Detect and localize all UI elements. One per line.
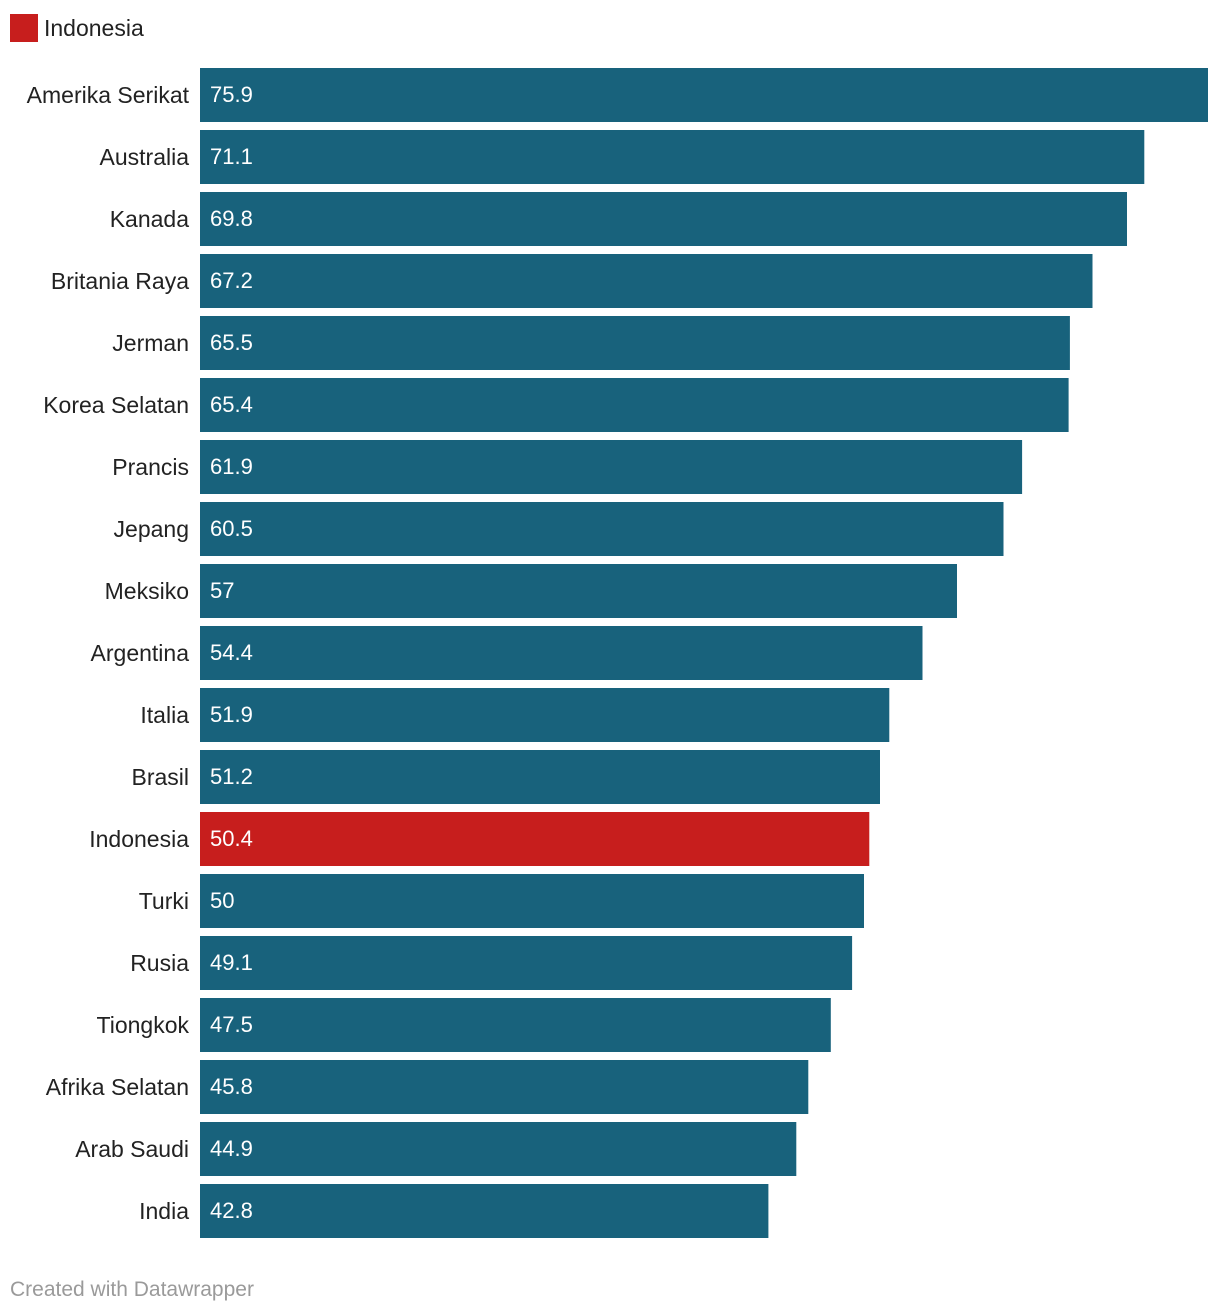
category-label-tiongkok: Tiongkok <box>97 1012 190 1038</box>
category-label-italia: Italia <box>140 702 189 728</box>
bar-jerman <box>200 316 1070 370</box>
category-label-amerika-serikat: Amerika Serikat <box>27 82 190 108</box>
category-label-korea-selatan: Korea Selatan <box>43 392 189 418</box>
value-label-india: 42.8 <box>210 1198 253 1223</box>
category-label-turki: Turki <box>139 888 189 914</box>
value-label-kanada: 69.8 <box>210 206 253 231</box>
value-label-afrika-selatan: 45.8 <box>210 1074 253 1099</box>
bar-rusia <box>200 936 853 990</box>
category-label-arab-saudi: Arab Saudi <box>75 1136 189 1162</box>
bar-argentina <box>200 626 923 680</box>
bar-chart: Amerika Serikat 75.9 Australia 71.1 Kanada 69… <box>27 68 1208 1238</box>
category-label-argentina: Argentina <box>91 640 190 666</box>
value-label-amerika-serikat: 75.9 <box>210 82 253 107</box>
value-label-jepang: 60.5 <box>210 516 253 541</box>
bar-meksiko <box>200 564 957 618</box>
legend-swatch <box>10 14 38 42</box>
bar-afrika-selatan <box>200 1060 809 1114</box>
value-label-meksiko: 57 <box>210 578 234 603</box>
value-label-arab-saudi: 44.9 <box>210 1136 253 1161</box>
bar-amerika-serikat <box>200 68 1208 122</box>
category-label-afrika-selatan: Afrika Selatan <box>46 1074 189 1100</box>
bar-india <box>200 1184 769 1238</box>
bar-korea-selatan <box>200 378 1069 432</box>
value-label-turki: 50 <box>210 888 234 913</box>
legend: Indonesia <box>10 14 144 42</box>
bar-turki <box>200 874 864 928</box>
value-label-australia: 71.1 <box>210 144 253 169</box>
value-label-britania-raya: 67.2 <box>210 268 253 293</box>
category-label-jerman: Jerman <box>112 330 189 356</box>
bar-kanada <box>200 192 1127 246</box>
value-label-argentina: 54.4 <box>210 640 253 665</box>
value-label-prancis: 61.9 <box>210 454 253 479</box>
value-label-korea-selatan: 65.4 <box>210 392 253 417</box>
category-label-indonesia: Indonesia <box>89 826 189 852</box>
value-label-jerman: 65.5 <box>210 330 253 355</box>
bar-jepang <box>200 502 1004 556</box>
bar-prancis <box>200 440 1023 494</box>
bar-tiongkok <box>200 998 831 1052</box>
bar-indonesia <box>200 812 870 866</box>
category-label-jepang: Jepang <box>114 516 189 542</box>
legend-label: Indonesia <box>44 14 144 41</box>
footer-credit: Created with Datawrapper <box>10 1278 254 1301</box>
category-label-britania-raya: Britania Raya <box>51 268 189 294</box>
category-label-brasil: Brasil <box>131 764 189 790</box>
category-label-kanada: Kanada <box>110 206 190 232</box>
bar-australia <box>200 130 1145 184</box>
value-label-rusia: 49.1 <box>210 950 253 975</box>
bar-italia <box>200 688 890 742</box>
bar-arab-saudi <box>200 1122 797 1176</box>
value-label-indonesia: 50.4 <box>210 826 253 851</box>
value-label-italia: 51.9 <box>210 702 253 727</box>
category-label-prancis: Prancis <box>112 454 189 480</box>
bar-brasil <box>200 750 880 804</box>
category-label-australia: Australia <box>100 144 190 170</box>
value-label-tiongkok: 47.5 <box>210 1012 253 1037</box>
category-label-india: India <box>139 1198 189 1224</box>
bar-britania-raya <box>200 254 1093 308</box>
category-label-rusia: Rusia <box>130 950 189 976</box>
category-label-meksiko: Meksiko <box>105 578 189 604</box>
value-label-brasil: 51.2 <box>210 764 253 789</box>
